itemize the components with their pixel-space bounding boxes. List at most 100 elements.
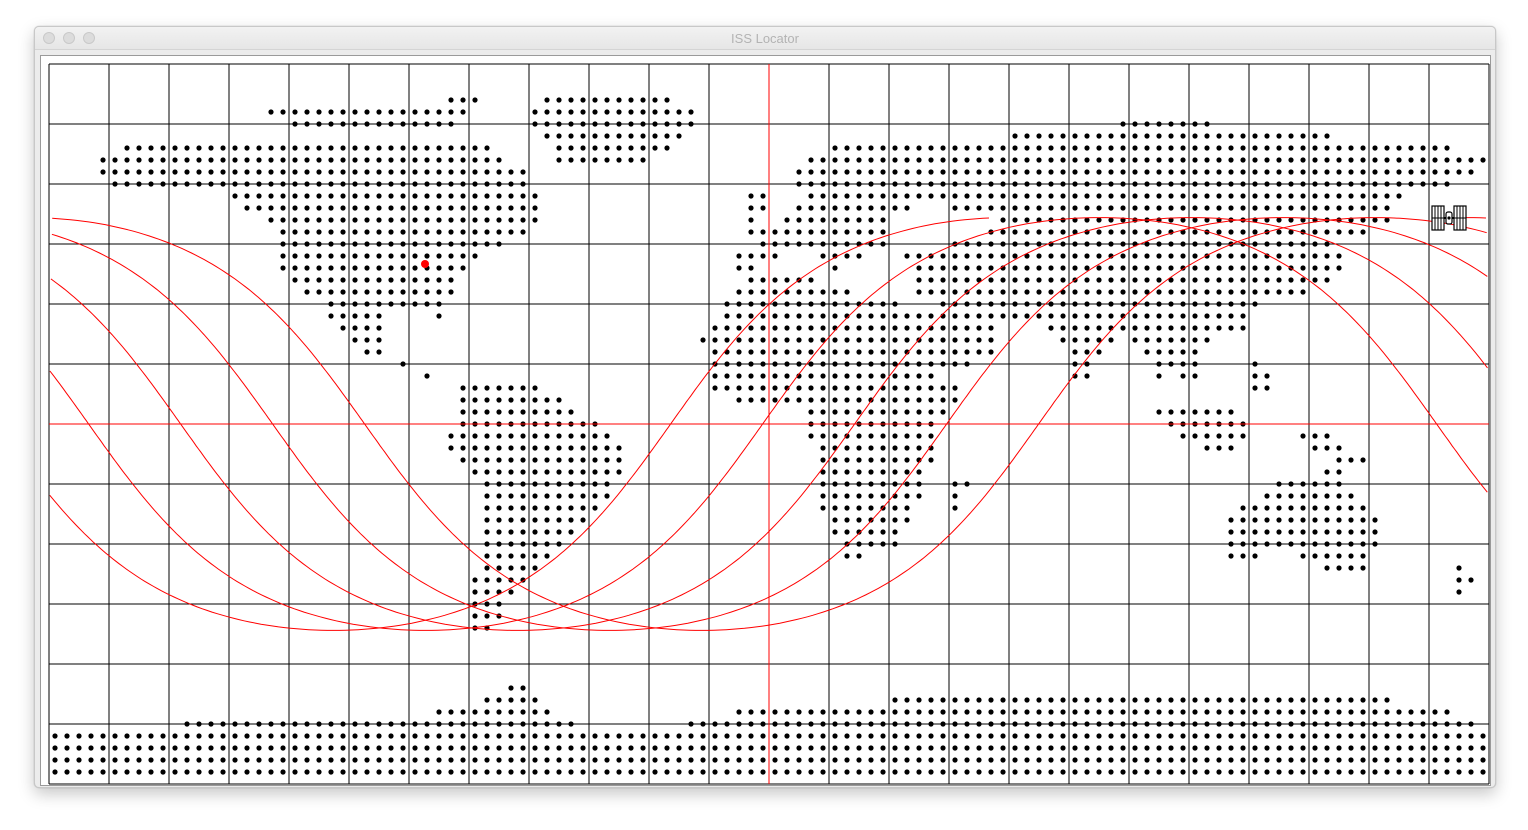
land-dot (1372, 193, 1378, 199)
land-dot (1288, 205, 1294, 211)
land-dot (592, 505, 598, 511)
land-dot (760, 193, 766, 199)
land-dot (808, 709, 814, 715)
land-dot (604, 97, 610, 103)
land-dot (1012, 745, 1018, 751)
land-dot (172, 745, 178, 751)
land-dot (508, 397, 514, 403)
land-dot (520, 565, 526, 571)
land-dot (736, 373, 742, 379)
title-bar[interactable]: ISS Locator (35, 27, 1495, 50)
land-dot (1444, 157, 1450, 163)
satellite-icon[interactable] (1431, 205, 1467, 231)
land-dot (364, 289, 370, 295)
land-dot (556, 529, 562, 535)
land-dot (1228, 277, 1234, 283)
land-dot (1192, 133, 1198, 139)
land-dot (1084, 157, 1090, 163)
land-dot (556, 745, 562, 751)
land-dot (1216, 769, 1222, 775)
land-dot (892, 733, 898, 739)
land-dot (496, 769, 502, 775)
land-dot (1324, 169, 1330, 175)
land-dot (412, 253, 418, 259)
land-dot (868, 529, 874, 535)
land-dot (388, 169, 394, 175)
land-dot (376, 109, 382, 115)
land-dot (1444, 145, 1450, 151)
land-dot (904, 493, 910, 499)
land-dot (844, 397, 850, 403)
land-dot (196, 169, 202, 175)
minimize-button[interactable] (63, 32, 75, 44)
land-dot (244, 193, 250, 199)
land-dot (1240, 265, 1246, 271)
map-panel[interactable] (40, 55, 1491, 786)
land-dot (532, 469, 538, 475)
land-dot (568, 469, 574, 475)
land-dot (1180, 205, 1186, 211)
land-dot (1120, 169, 1126, 175)
land-dot (1000, 697, 1006, 703)
land-dot (76, 757, 82, 763)
land-dot (856, 145, 862, 151)
land-dot (280, 157, 286, 163)
land-dot (544, 757, 550, 763)
land-dot (1060, 193, 1066, 199)
land-dot (832, 733, 838, 739)
land-dot (256, 193, 262, 199)
land-dot (988, 169, 994, 175)
land-dot (940, 697, 946, 703)
land-dot (436, 277, 442, 283)
land-dot (1264, 529, 1270, 535)
land-dot (352, 217, 358, 223)
land-dot (724, 325, 730, 331)
land-dot (364, 109, 370, 115)
land-dot (1336, 253, 1342, 259)
land-dot (460, 253, 466, 259)
land-dot (652, 745, 658, 751)
land-dot (1252, 145, 1258, 151)
ground-track-segment (49, 217, 990, 631)
land-dot (532, 217, 538, 223)
land-dot (1180, 169, 1186, 175)
land-dot (736, 265, 742, 271)
land-dot (1324, 565, 1330, 571)
land-dot (964, 313, 970, 319)
land-dot (952, 325, 958, 331)
land-dot (880, 313, 886, 319)
land-dot (784, 745, 790, 751)
land-dot (292, 745, 298, 751)
land-dot (1120, 193, 1126, 199)
land-dot (1216, 145, 1222, 151)
land-dot (1132, 313, 1138, 319)
land-dot (436, 193, 442, 199)
land-dot (424, 157, 430, 163)
land-dot (976, 337, 982, 343)
land-dot (880, 469, 886, 475)
close-button[interactable] (43, 32, 55, 44)
land-dot (472, 445, 478, 451)
land-dot (388, 217, 394, 223)
land-dot (376, 733, 382, 739)
land-dot (1012, 229, 1018, 235)
land-dot (808, 325, 814, 331)
land-dot (484, 217, 490, 223)
land-dot (976, 157, 982, 163)
land-dot (400, 145, 406, 151)
zoom-button[interactable] (83, 32, 95, 44)
world-map[interactable] (41, 56, 1490, 785)
land-dot (1336, 733, 1342, 739)
land-dot (868, 193, 874, 199)
land-dot (352, 265, 358, 271)
land-dot (1108, 265, 1114, 271)
land-dot (664, 757, 670, 763)
land-dot (1372, 145, 1378, 151)
land-dot (1204, 733, 1210, 739)
land-dot (280, 229, 286, 235)
land-dot (1216, 445, 1222, 451)
land-dot (1336, 169, 1342, 175)
land-dot (244, 157, 250, 163)
land-dot (820, 505, 826, 511)
land-dot (784, 277, 790, 283)
